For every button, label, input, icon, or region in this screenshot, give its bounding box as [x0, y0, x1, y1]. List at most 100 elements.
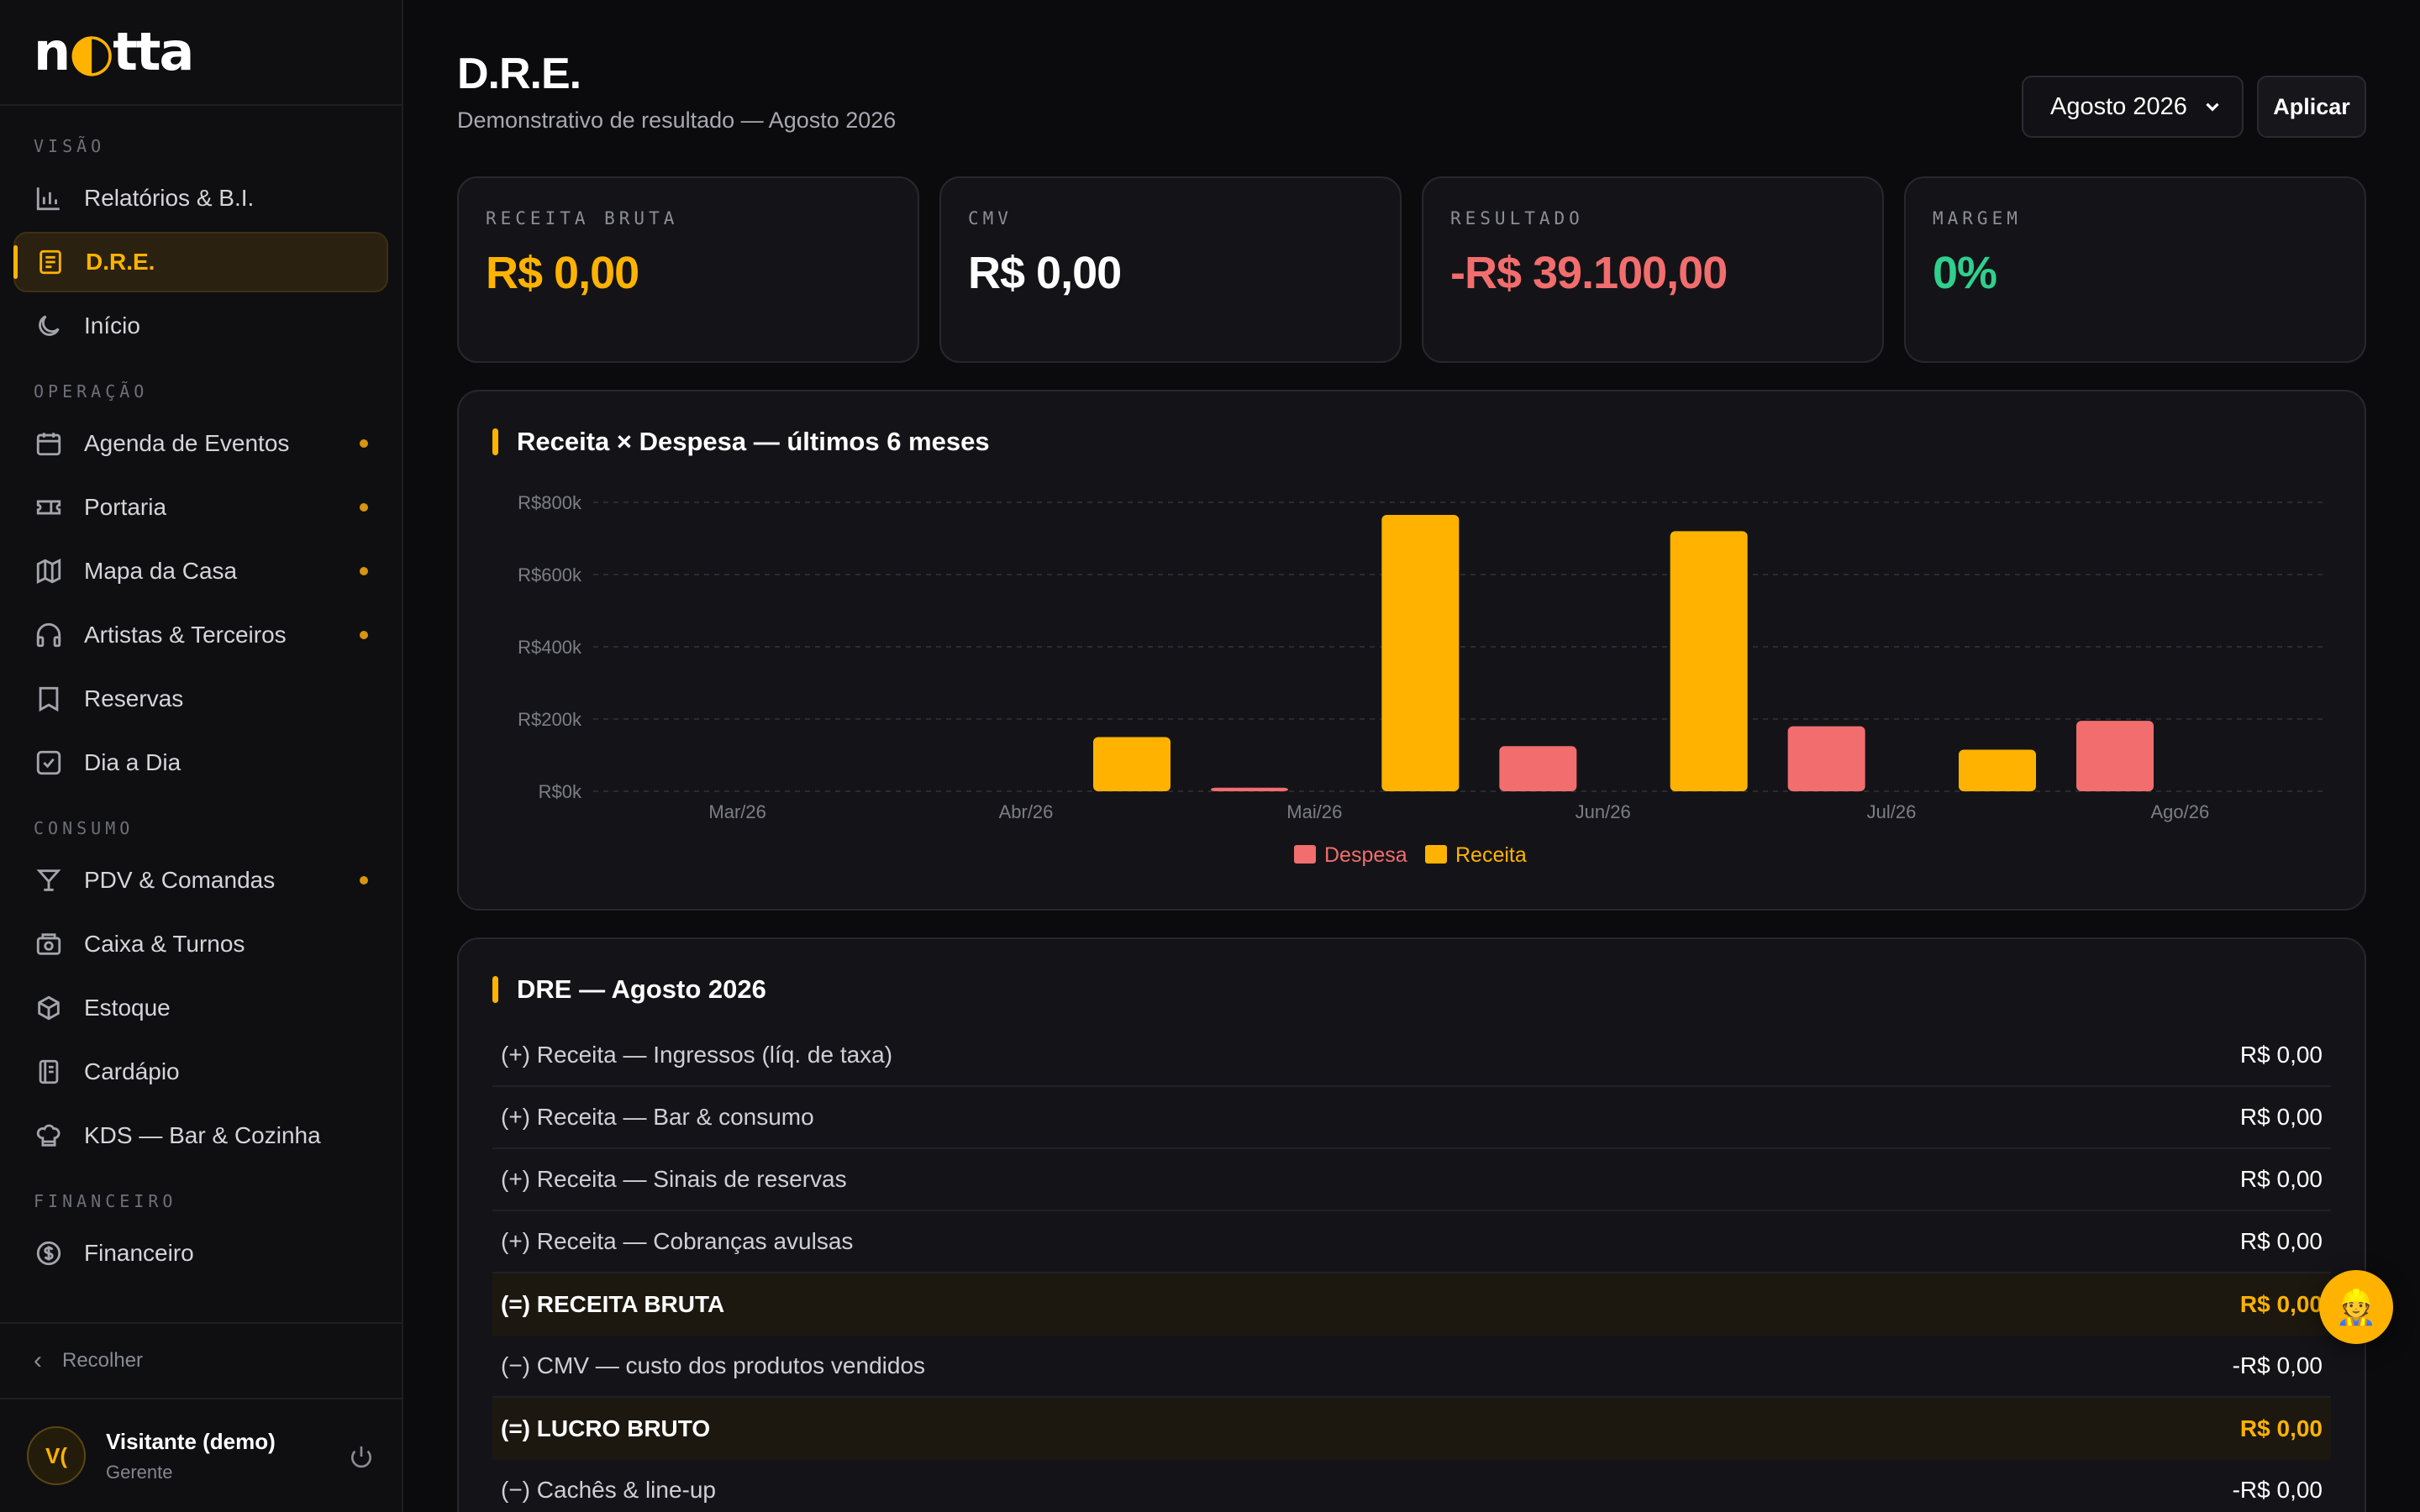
dre-row-label: (+) Receita — Sinais de reservas	[501, 1166, 847, 1192]
logout-power-icon[interactable]	[348, 1443, 375, 1470]
kpi-card-margem: MARGEM 0%	[1904, 176, 2366, 363]
sidebar-item-label: PDV & Comandas	[84, 867, 276, 893]
legend-label: Despesa	[1324, 843, 1407, 867]
chart-card-header: Receita × Despesa — últimos 6 meses	[459, 391, 2365, 457]
legend-label: Receita	[1455, 843, 1527, 867]
dre-row: (−) Cachês & line-up -R$ 0,00	[492, 1460, 2331, 1512]
kpi-card-receita-bruta: RECEITA BRUTA R$ 0,00	[457, 176, 919, 363]
section-label-operacao: OPERAÇÃO	[34, 381, 149, 402]
x-tick-label: Mar/26	[708, 801, 765, 822]
sidebar-item-label: Relatórios & B.I.	[84, 185, 255, 211]
dre-row-value: R$ 0,00	[2239, 1415, 2323, 1441]
dollar-circle-icon	[34, 1238, 64, 1268]
app-logo[interactable]: n◐tta	[0, 0, 402, 106]
sidebar-item-inicio[interactable]: Início	[13, 296, 388, 356]
y-tick-label: R$200k	[518, 709, 582, 730]
x-tick-label: Jul/26	[1867, 801, 1917, 822]
chef-hat-icon	[34, 1121, 64, 1151]
dre-title: DRE — Agosto 2026	[517, 974, 766, 1004]
x-tick-label: Jun/26	[1576, 801, 1631, 822]
section-label-consumo: CONSUMO	[34, 818, 134, 838]
user-name: Visitante (demo)	[106, 1428, 276, 1454]
dre-row-value: R$ 0,00	[2239, 1291, 2323, 1317]
sidebar-item-portaria[interactable]: Portaria	[13, 477, 388, 538]
dre-row-value: R$ 0,00	[2239, 1228, 2323, 1254]
main-content: D.R.E. Demonstrativo de resultado — Agos…	[403, 0, 2420, 1512]
sidebar-item-label: Cardápio	[84, 1058, 180, 1084]
y-tick-label: R$0k	[539, 781, 582, 802]
sidebar-item-financeiro[interactable]: Financeiro	[13, 1223, 388, 1284]
bar-despesa	[2076, 721, 2154, 791]
section-label-visao: VISÃO	[34, 136, 106, 156]
dre-row-value: -R$ 0,00	[2232, 1352, 2323, 1378]
dre-card-header: DRE — Agosto 2026	[459, 939, 2365, 1005]
bar-despesa	[1211, 787, 1288, 791]
dre-row-label: (=) LUCRO BRUTO	[501, 1415, 711, 1441]
sidebar-item-label: Portaria	[84, 494, 167, 520]
sidebar-item-estoque[interactable]: Estoque	[13, 978, 388, 1038]
kpi-value: R$ 0,00	[486, 248, 639, 298]
x-tick-label: Ago/26	[2150, 801, 2209, 822]
kpi-label: MARGEM	[1933, 208, 2022, 228]
legend-swatch	[1294, 845, 1316, 864]
bar-despesa	[1499, 746, 1577, 791]
sidebar-item-label: Agenda de Eventos	[84, 430, 290, 456]
sidebar-item-mapa[interactable]: Mapa da Casa	[13, 541, 388, 601]
page-title: D.R.E.	[457, 50, 581, 98]
cocktail-icon	[34, 865, 64, 895]
sidebar-item-cardapio[interactable]: Cardápio	[13, 1042, 388, 1102]
sidebar-nav: VISÃO Relatórios & B.I. D.R.E. Início	[0, 106, 402, 1284]
assistant-button[interactable]: 👷	[2319, 1270, 2393, 1344]
sidebar-item-label: Financeiro	[84, 1240, 194, 1266]
sidebar-item-artistas[interactable]: Artistas & Terceiros	[13, 605, 388, 665]
sidebar-item-agenda[interactable]: Agenda de Eventos	[13, 413, 388, 474]
chevron-down-icon	[2202, 96, 2223, 118]
dre-row-value: R$ 0,00	[2239, 1166, 2323, 1192]
dre-row-value: R$ 0,00	[2239, 1104, 2323, 1130]
dre-card: DRE — Agosto 2026 (+) Receita — Ingresso…	[457, 937, 2366, 1512]
sidebar-item-relatorios[interactable]: Relatórios & B.I.	[13, 168, 388, 228]
page-subtitle: Demonstrativo de resultado — Agosto 2026	[457, 108, 897, 133]
kpi-label: RESULTADO	[1450, 208, 1584, 228]
period-select[interactable]: Agosto 2026	[2022, 76, 2244, 138]
sidebar-item-caixa[interactable]: Caixa & Turnos	[13, 914, 388, 974]
dre-row: (+) Receita — Sinais de reservas R$ 0,00	[492, 1149, 2331, 1211]
avatar[interactable]: V(	[27, 1426, 86, 1485]
x-tick-label: Mai/26	[1286, 801, 1342, 822]
bar-receita	[1959, 749, 2036, 791]
bar-despesa	[1787, 726, 1865, 791]
dre-row-label: (=) RECEITA BRUTA	[501, 1291, 725, 1317]
dre-row: (−) CMV — custo dos produtos vendidos -R…	[492, 1336, 2331, 1398]
sidebar-item-dre[interactable]: D.R.E.	[13, 232, 388, 292]
sidebar-item-diaadia[interactable]: Dia a Dia	[13, 732, 388, 793]
x-tick-label: Abr/26	[999, 801, 1054, 822]
sidebar-item-reservas[interactable]: Reservas	[13, 669, 388, 729]
dre-row-label: (+) Receita — Ingressos (líq. de taxa)	[501, 1042, 893, 1068]
dre-row: (+) Receita — Cobranças avulsas R$ 0,00	[492, 1211, 2331, 1273]
apply-button[interactable]: Aplicar	[2257, 76, 2366, 138]
chart-title: Receita × Despesa — últimos 6 meses	[517, 427, 990, 456]
sidebar-item-label: KDS — Bar & Cozinha	[84, 1122, 321, 1148]
sidebar-item-label: Estoque	[84, 995, 171, 1021]
sidebar-item-label: Início	[84, 312, 140, 339]
headphones-icon	[34, 620, 64, 650]
assistant-icon: 👷	[2335, 1289, 2377, 1326]
dre-row-label: (−) Cachês & line-up	[501, 1477, 717, 1503]
collapse-label: Recolher	[62, 1349, 144, 1372]
period-select-value: Agosto 2026	[2050, 92, 2187, 120]
bar-receita	[1670, 531, 1748, 791]
title-accent-bar	[492, 428, 498, 455]
sidebar-item-kds[interactable]: KDS — Bar & Cozinha	[13, 1105, 388, 1166]
map-icon	[34, 556, 64, 586]
document-icon	[35, 247, 66, 277]
sidebar-item-label: Artistas & Terceiros	[84, 622, 287, 648]
chart-card: Receita × Despesa — últimos 6 meses R$0k…	[457, 390, 2366, 911]
ticket-icon	[34, 492, 64, 522]
bookmark-icon	[34, 684, 64, 714]
kpi-label: RECEITA BRUTA	[486, 208, 679, 228]
sidebar-item-label: Mapa da Casa	[84, 558, 238, 584]
collapse-sidebar-button[interactable]: ‹ Recolher	[0, 1322, 402, 1398]
dre-row-label: (+) Receita — Cobranças avulsas	[501, 1228, 854, 1254]
sidebar-item-pdv[interactable]: PDV & Comandas	[13, 850, 388, 911]
notification-dot	[360, 439, 368, 448]
